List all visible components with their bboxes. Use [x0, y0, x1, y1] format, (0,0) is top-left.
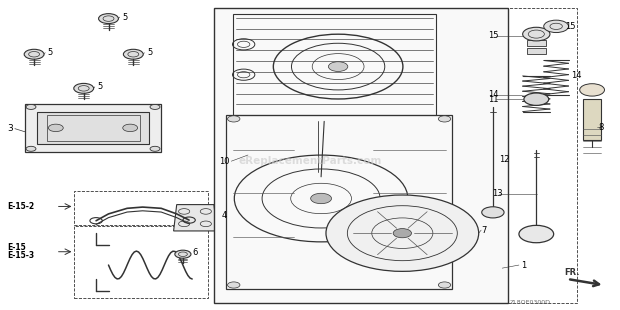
Bar [530, 96, 542, 102]
Text: eReplacementParts.com: eReplacementParts.com [238, 156, 382, 166]
Circle shape [228, 116, 240, 122]
Text: 15: 15 [565, 22, 576, 31]
Circle shape [519, 225, 554, 243]
Text: 11: 11 [489, 95, 499, 104]
Circle shape [74, 83, 94, 93]
Text: 13: 13 [492, 189, 502, 198]
Text: E-15-3: E-15-3 [7, 251, 35, 260]
Text: 7: 7 [482, 226, 487, 235]
Circle shape [24, 49, 44, 59]
Bar [527, 40, 546, 46]
Circle shape [150, 146, 160, 151]
Circle shape [326, 195, 479, 271]
Circle shape [26, 104, 36, 109]
Bar [232, 14, 436, 115]
Text: 6: 6 [193, 248, 198, 257]
Bar [37, 112, 149, 144]
Circle shape [329, 62, 348, 71]
Text: 12: 12 [499, 155, 510, 164]
Text: 15: 15 [489, 31, 499, 40]
Text: 5: 5 [97, 82, 102, 91]
Bar [74, 191, 208, 225]
Text: 4: 4 [222, 210, 227, 220]
Text: ZL8OE0300D: ZL8OE0300D [510, 300, 551, 305]
Bar [74, 226, 208, 298]
Text: 5: 5 [147, 48, 152, 57]
Text: 5: 5 [48, 48, 53, 57]
Circle shape [228, 282, 240, 288]
Text: 3: 3 [7, 124, 13, 133]
Circle shape [438, 282, 451, 288]
Circle shape [99, 14, 118, 24]
Text: E-15-2: E-15-2 [7, 202, 35, 211]
Text: 10: 10 [219, 157, 229, 166]
Circle shape [150, 104, 160, 109]
Bar [25, 104, 161, 152]
Circle shape [524, 93, 549, 105]
Bar [214, 8, 508, 303]
Circle shape [26, 146, 36, 151]
Text: 5: 5 [122, 12, 127, 22]
Circle shape [580, 84, 604, 96]
Text: 14: 14 [571, 71, 582, 81]
Circle shape [523, 27, 550, 41]
Bar [508, 8, 577, 303]
Circle shape [311, 193, 332, 204]
Polygon shape [583, 99, 601, 140]
Text: 8: 8 [598, 122, 604, 132]
Circle shape [393, 228, 412, 238]
Circle shape [438, 116, 451, 122]
Bar [527, 48, 546, 54]
Circle shape [123, 49, 143, 59]
Circle shape [482, 207, 504, 218]
Text: FR.: FR. [564, 268, 580, 277]
Bar [46, 115, 140, 141]
Bar [226, 115, 452, 289]
Circle shape [175, 250, 191, 258]
Circle shape [48, 124, 63, 132]
Text: E-15: E-15 [7, 243, 26, 253]
Polygon shape [174, 205, 217, 231]
Circle shape [544, 20, 569, 33]
Text: 14: 14 [489, 90, 499, 99]
Text: 1: 1 [521, 260, 526, 270]
Circle shape [123, 124, 138, 132]
